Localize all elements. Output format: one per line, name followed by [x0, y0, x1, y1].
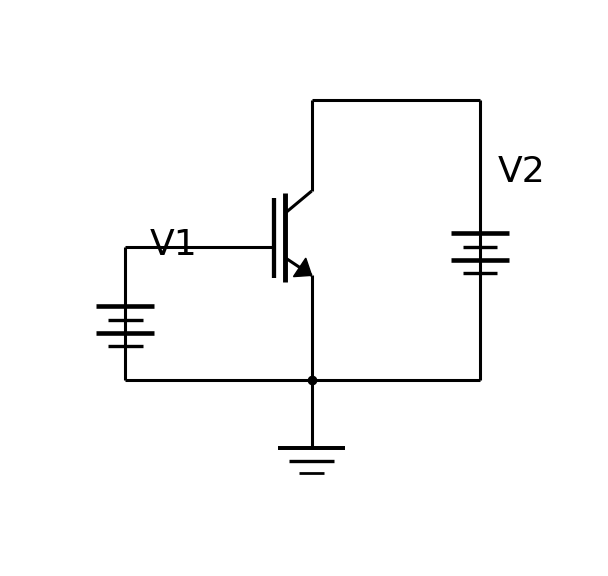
Text: V1: V1 — [150, 228, 198, 262]
Text: V2: V2 — [498, 155, 545, 189]
Polygon shape — [294, 258, 311, 276]
